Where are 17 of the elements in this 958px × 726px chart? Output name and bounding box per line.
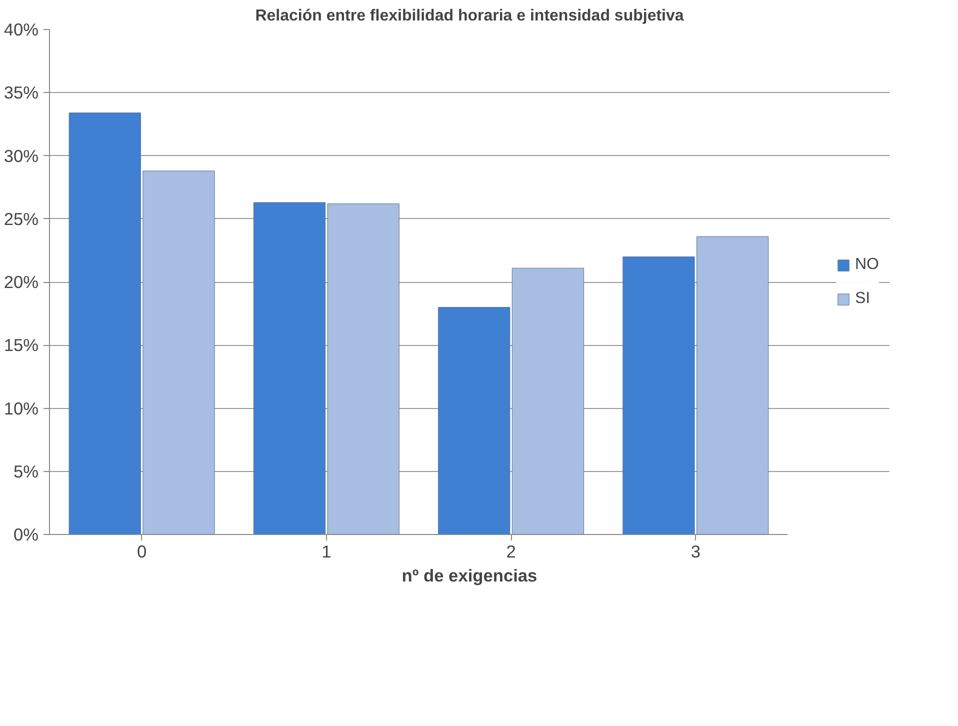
- chart-title: Relación entre flexibilidad horaria e intensidad subjetiva: [255, 8, 684, 24]
- y-tick-label: 40%: [4, 20, 39, 40]
- x-tick-label: 0: [136, 542, 147, 562]
- y-tick-label: 10%: [4, 398, 39, 418]
- x-tick-label: 2: [506, 542, 516, 562]
- y-tick-label: 30%: [4, 146, 39, 166]
- y-tick-label: 25%: [4, 208, 39, 229]
- y-tick-label: 15%: [4, 335, 39, 356]
- y-tick-label: 5%: [13, 461, 38, 482]
- legend-label: NO: [855, 256, 879, 274]
- y-tick-label: 0%: [13, 524, 38, 544]
- x-axis-title: nº de exigencias: [402, 566, 538, 586]
- y-tick-label: 20%: [4, 272, 39, 292]
- legend-label: SI: [855, 290, 872, 308]
- y-tick-label: 35%: [4, 82, 39, 103]
- x-tick-label: 1: [322, 542, 332, 562]
- x-tick-label: 3: [690, 542, 700, 562]
